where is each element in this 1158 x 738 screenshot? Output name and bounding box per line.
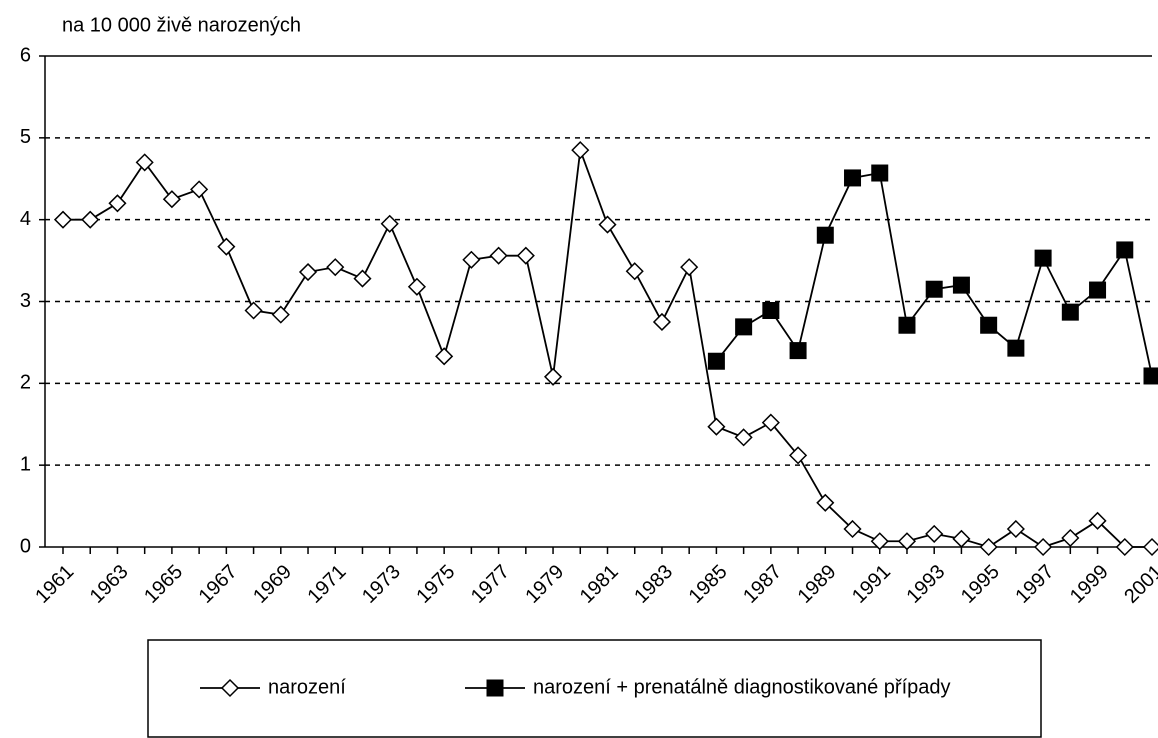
marker <box>652 312 672 332</box>
marker <box>271 305 290 324</box>
x-tick-label: 1969 <box>249 561 296 608</box>
x-tick-label: 1981 <box>576 561 623 608</box>
y-tick-label: 1 <box>20 453 31 475</box>
x-tick-label: 1995 <box>957 561 1004 608</box>
marker <box>789 446 808 465</box>
legend-box <box>147 639 1042 738</box>
marker <box>735 318 753 336</box>
marker <box>1143 367 1158 385</box>
marker <box>1142 537 1158 557</box>
marker <box>326 258 345 277</box>
marker <box>353 269 372 288</box>
series-line <box>715 171 1153 377</box>
x-tick-label: 2001 <box>1120 561 1158 608</box>
marker <box>407 277 426 296</box>
marker <box>1116 241 1134 259</box>
marker <box>625 262 644 281</box>
marker <box>190 180 209 199</box>
x-tick-label: 1991 <box>848 561 895 608</box>
marker <box>734 428 753 447</box>
legend-label: narození + prenatálně diagnostikované př… <box>533 676 951 698</box>
marker <box>897 532 917 551</box>
marker <box>1007 339 1025 357</box>
marker <box>843 519 862 539</box>
marker <box>1061 528 1080 548</box>
y-tick-label: 0 <box>20 535 31 557</box>
marker <box>898 316 916 334</box>
marker <box>53 210 73 229</box>
marker <box>707 417 726 436</box>
marker <box>489 246 508 265</box>
marker <box>543 367 563 386</box>
marker <box>1006 519 1025 539</box>
marker <box>244 301 263 320</box>
marker <box>108 194 127 213</box>
x-tick-label: 1987 <box>739 561 786 608</box>
y-tick-label: 5 <box>20 126 31 148</box>
y-axis-label: na 10 000 živě narozených <box>62 14 301 36</box>
marker <box>870 532 889 551</box>
y-tick-label: 6 <box>20 44 31 66</box>
x-tick-label: 1999 <box>1066 561 1113 608</box>
y-tick-label: 4 <box>20 208 31 230</box>
marker <box>952 276 970 294</box>
y-tick-label: 2 <box>20 372 31 394</box>
x-tick-label: 1975 <box>412 561 459 608</box>
y-tick-label: 3 <box>20 290 31 312</box>
marker <box>707 352 725 370</box>
marker <box>162 190 181 209</box>
marker <box>598 215 617 234</box>
marker <box>486 679 504 697</box>
x-tick-label: 1989 <box>794 561 841 608</box>
marker <box>925 524 944 543</box>
marker <box>1088 511 1107 530</box>
marker <box>1115 537 1134 557</box>
marker <box>298 262 318 282</box>
marker <box>1061 303 1079 321</box>
x-tick-label: 1993 <box>902 561 949 608</box>
marker <box>220 678 240 698</box>
marker <box>816 493 835 512</box>
marker <box>871 164 889 182</box>
marker <box>925 280 943 298</box>
marker <box>571 141 590 160</box>
x-tick-label: 1967 <box>195 561 242 608</box>
x-tick-label: 1973 <box>358 561 405 608</box>
x-tick-label: 1965 <box>140 561 187 608</box>
marker <box>816 226 834 244</box>
x-tick-label: 1971 <box>303 561 350 608</box>
marker <box>516 246 535 265</box>
x-tick-label: 1983 <box>630 561 677 608</box>
marker <box>217 237 236 256</box>
marker <box>979 537 998 557</box>
marker <box>761 413 780 432</box>
x-tick-label: 1979 <box>521 561 568 608</box>
marker <box>680 258 699 277</box>
marker <box>380 214 399 233</box>
marker <box>789 342 807 360</box>
marker <box>1034 249 1052 267</box>
legend-label: narození <box>268 676 346 698</box>
marker <box>435 347 454 366</box>
marker <box>1034 537 1053 557</box>
x-tick-label: 1961 <box>31 561 78 608</box>
marker <box>980 316 998 334</box>
marker <box>844 169 862 187</box>
marker <box>762 302 780 320</box>
series-line <box>63 149 1152 548</box>
x-tick-label: 1963 <box>86 561 133 608</box>
x-tick-label: 1977 <box>467 561 514 608</box>
marker <box>952 529 971 548</box>
x-tick-label: 1985 <box>685 561 732 608</box>
marker <box>135 153 154 172</box>
marker <box>462 250 481 269</box>
marker <box>81 210 100 229</box>
x-tick-label: 1997 <box>1011 561 1058 608</box>
marker <box>1089 281 1107 299</box>
